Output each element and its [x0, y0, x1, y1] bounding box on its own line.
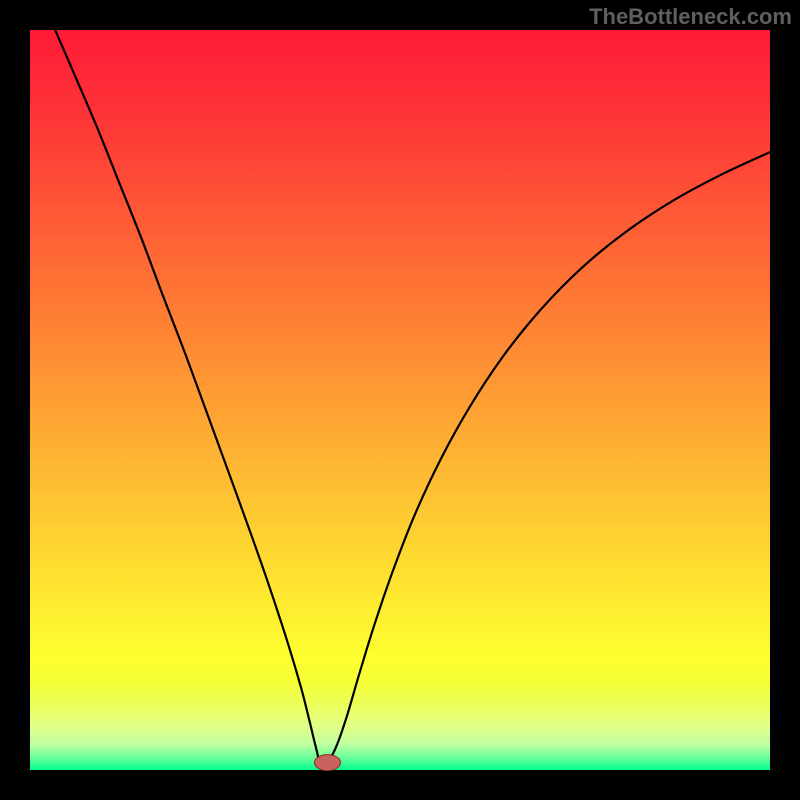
- watermark-text: TheBottleneck.com: [589, 4, 792, 30]
- bottleneck-curve-chart: [0, 0, 800, 800]
- chart-container: TheBottleneck.com: [0, 0, 800, 800]
